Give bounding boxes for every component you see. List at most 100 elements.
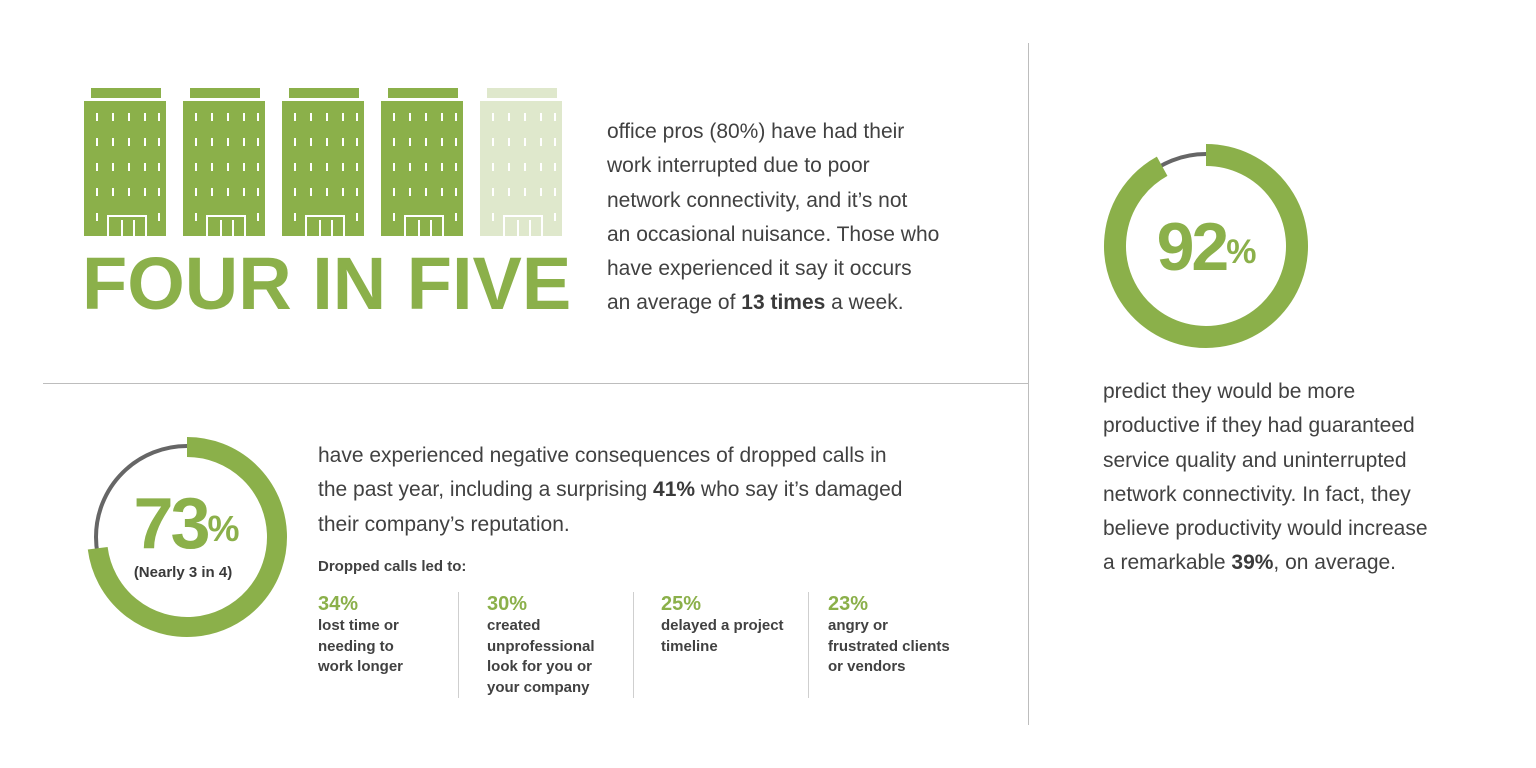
building-body: [282, 101, 364, 238]
stat-item: 23% angry or frustrated clients or vendo…: [828, 592, 978, 678]
window: [356, 113, 358, 121]
desc-text: a remarkable: [1103, 551, 1232, 575]
office-building-icon: [381, 88, 463, 238]
stat-desc-line: unprofessional: [487, 637, 595, 655]
window: [326, 188, 328, 196]
desc-bold: 39%: [1231, 551, 1274, 575]
window: [294, 113, 296, 121]
window: [227, 113, 229, 121]
percent-sign: %: [1226, 233, 1256, 272]
window: [257, 188, 259, 196]
window: [441, 188, 443, 196]
building-door: [305, 215, 345, 238]
stat-divider: [458, 592, 459, 698]
window: [342, 113, 344, 121]
window: [96, 113, 98, 121]
window: [243, 113, 245, 121]
window: [425, 113, 427, 121]
window: [294, 138, 296, 146]
window: [128, 113, 130, 121]
bottom-left-description: have experienced negative consequences o…: [318, 439, 968, 542]
building-roof: [91, 88, 161, 98]
window: [409, 188, 411, 196]
window: [310, 113, 312, 121]
desc-text: who say it’s damaged: [695, 478, 903, 502]
window: [112, 113, 114, 121]
desc-text: the past year, including a surprising: [318, 478, 654, 502]
stat-desc-line: look for you or: [487, 658, 592, 675]
stat-item: 34% lost time or needing to work longer: [318, 592, 448, 678]
window: [112, 188, 114, 196]
desc-line: believe productivity would increase: [1103, 517, 1428, 541]
ring-progress-arc: [1104, 144, 1308, 348]
window: [112, 163, 114, 171]
window: [158, 138, 160, 146]
window: [492, 138, 494, 146]
ring-value: 92: [1156, 209, 1230, 285]
desc-line: a remarkable 39%, on average.: [1103, 546, 1503, 580]
building-roof: [487, 88, 557, 98]
window: [554, 138, 556, 146]
office-building-icon: [282, 88, 364, 238]
window: [455, 213, 457, 221]
window: [243, 163, 245, 171]
window: [257, 163, 259, 171]
window: [554, 188, 556, 196]
window: [128, 163, 130, 171]
window: [294, 188, 296, 196]
ring-92-value: 92%: [1120, 207, 1290, 287]
window: [294, 213, 296, 221]
window: [554, 213, 556, 221]
window: [158, 213, 160, 221]
stat-desc-line: or vendors: [828, 658, 906, 675]
headline-four-in-five: FOUR IN FIVE: [82, 242, 572, 325]
percent-sign: %: [207, 508, 240, 550]
window: [356, 188, 358, 196]
window: [409, 163, 411, 171]
window: [144, 113, 146, 121]
building-roof: [190, 88, 260, 98]
window: [211, 113, 213, 121]
building-body: [480, 101, 562, 238]
desc-text: an average of: [607, 291, 742, 315]
desc-line: their company’s reputation.: [318, 512, 570, 536]
window: [409, 113, 411, 121]
right-description: predict they would be more productive if…: [1103, 375, 1503, 581]
ring-value: 73: [133, 484, 210, 564]
desc-line: productive if they had guaranteed: [1103, 414, 1415, 438]
ring-73-caption: (Nearly 3 in 4): [133, 564, 233, 581]
window: [393, 188, 395, 196]
window: [96, 188, 98, 196]
building-door: [503, 215, 543, 238]
desc-text: , on average.: [1273, 551, 1397, 575]
stat-desc-line: your company: [487, 678, 590, 696]
window: [508, 163, 510, 171]
window: [342, 138, 344, 146]
window: [524, 188, 526, 196]
desc-line: an average of 13 times a week.: [607, 286, 987, 320]
desc-line: predict they would be more: [1103, 380, 1356, 403]
window: [158, 113, 160, 121]
desc-line: have experienced it say it occurs: [607, 257, 912, 281]
window: [195, 213, 197, 221]
window: [310, 138, 312, 146]
building-door: [206, 215, 246, 238]
horizontal-divider: [43, 383, 1028, 384]
top-left-description: office pros (80%) have had their work in…: [607, 115, 987, 321]
window: [342, 188, 344, 196]
stat-item: 25% delayed a project timeline: [661, 592, 801, 657]
stat-desc-line: delayed a project: [661, 617, 784, 634]
stat-desc-line: created: [487, 617, 541, 634]
window: [227, 188, 229, 196]
window: [508, 188, 510, 196]
window: [257, 113, 259, 121]
stat-desc-line: lost time or: [318, 617, 399, 634]
window: [195, 163, 197, 171]
window: [128, 188, 130, 196]
desc-line: have experienced negative consequences o…: [318, 444, 887, 467]
window: [195, 188, 197, 196]
window: [455, 188, 457, 196]
window: [524, 138, 526, 146]
window: [455, 163, 457, 171]
stat-divider: [808, 592, 809, 698]
